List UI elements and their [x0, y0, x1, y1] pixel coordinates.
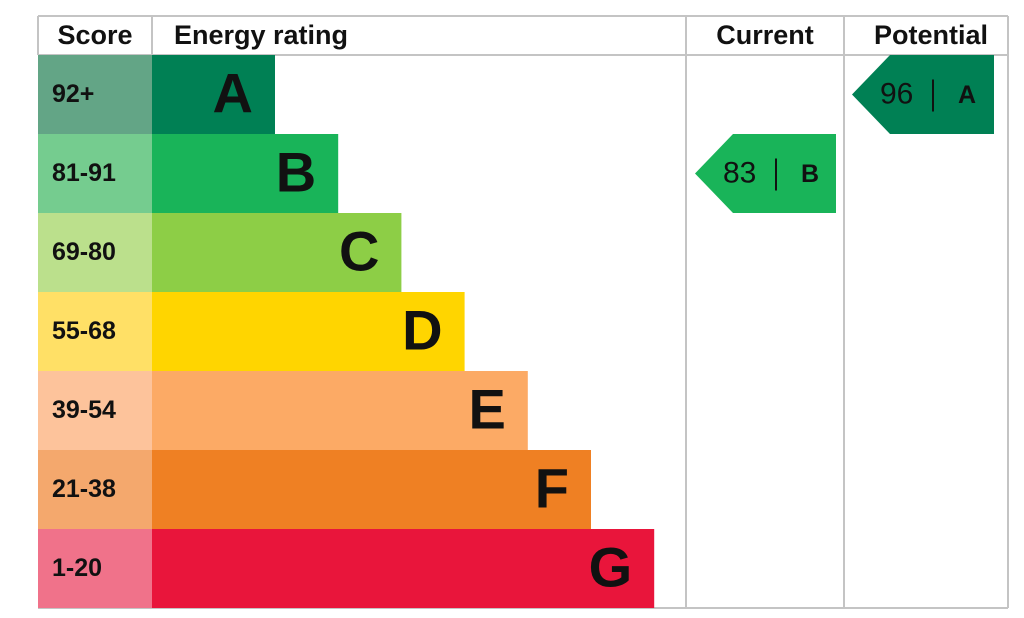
current-arrow — [695, 134, 836, 213]
rating-letter: E — [468, 377, 505, 440]
header: Score — [57, 20, 132, 50]
rating-letter: D — [402, 298, 442, 361]
rating-bar — [152, 292, 465, 371]
score-label: 39-54 — [52, 396, 116, 424]
potential-arrow — [852, 55, 994, 134]
rating-bar — [152, 529, 655, 608]
rating-bar — [152, 371, 528, 450]
score-label: 1-20 — [52, 554, 102, 582]
rating-letter: B — [276, 140, 316, 203]
potential-rating: A — [958, 81, 976, 109]
score-label: 69-80 — [52, 238, 116, 266]
header: Energy rating — [174, 20, 348, 50]
score-cell — [38, 55, 152, 134]
score-cell — [38, 529, 152, 608]
score-cell — [38, 292, 152, 371]
header: Current — [716, 20, 814, 50]
rating-bar — [152, 55, 275, 134]
rating-letter: G — [589, 535, 633, 598]
score-cell — [38, 371, 152, 450]
score-label: 55-68 — [52, 317, 116, 345]
potential-value: 96 — [880, 77, 913, 110]
rating-bar — [152, 450, 591, 529]
rating-letter: F — [535, 456, 569, 519]
rating-letter: A — [213, 61, 253, 124]
score-label: 21-38 — [52, 475, 116, 503]
rating-bar — [152, 213, 402, 292]
current-rating: B — [801, 160, 819, 188]
score-cell — [38, 213, 152, 292]
rating-bar — [152, 134, 339, 213]
score-cell — [38, 134, 152, 213]
score-cell — [38, 450, 152, 529]
score-label: 81-91 — [52, 159, 116, 187]
score-label: 92+ — [52, 80, 94, 108]
header: Potential — [874, 20, 988, 50]
rating-letter: C — [339, 219, 379, 282]
current-value: 83 — [723, 156, 756, 189]
